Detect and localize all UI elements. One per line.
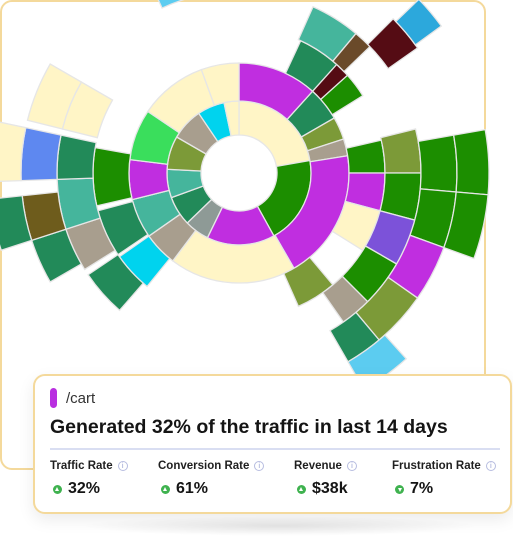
sunburst-segment-r3-2[interactable] (379, 128, 422, 174)
metric-value: 7% (410, 480, 434, 497)
sunburst-segment-r4-8[interactable] (20, 126, 62, 182)
trend-up-icon (161, 484, 170, 494)
sunburst-segment-r3-7[interactable] (87, 253, 145, 312)
metric-value: 32% (68, 480, 101, 497)
sunburst-segment-r3-1[interactable] (331, 32, 371, 73)
sunburst-segment-r5-5[interactable] (0, 121, 27, 182)
card-shadow (80, 516, 480, 536)
sunburst-segment-r1-11[interactable] (200, 62, 240, 107)
info-circle-icon[interactable]: i (346, 461, 357, 471)
sunburst-segment-r5-0[interactable] (394, 0, 443, 46)
divider (50, 448, 500, 450)
info-circle-icon[interactable]: i (485, 461, 496, 471)
page-color-swatch (50, 388, 57, 408)
metric-label: Frustration Rate (392, 460, 481, 472)
info-circle-icon[interactable]: i (117, 461, 128, 471)
sunburst-segment-r5-2[interactable] (443, 191, 489, 260)
sunburst-segment-r4-10[interactable] (147, 0, 208, 9)
info-circle-icon[interactable]: i (254, 461, 265, 471)
sunburst-segments[interactable] (0, 0, 490, 391)
metric-traffic-rate: Traffic Rate i 32% (50, 460, 128, 498)
sunburst-segment-r5-1[interactable] (452, 128, 490, 196)
sunburst-segment-r3-10[interactable] (56, 134, 97, 181)
sunburst-segment-r2-9[interactable] (92, 146, 133, 207)
metric-label: Traffic Rate (50, 460, 113, 472)
sunburst-segment-r5-4[interactable] (0, 195, 33, 252)
sunburst-segment-r4-9[interactable] (26, 63, 83, 130)
trend-down-icon (395, 484, 404, 494)
metric-value: $38k (312, 480, 348, 497)
summary-headline: Generated 32% of the traffic in last 14 … (50, 416, 448, 438)
trend-up-icon (53, 484, 62, 494)
sunburst-segment-r2-2[interactable] (319, 74, 364, 116)
metric-value: 61% (176, 480, 209, 497)
metric-label: Conversion Rate (158, 460, 250, 472)
page-row: /cart (50, 388, 95, 408)
page-path: /cart (66, 389, 96, 407)
trend-up-icon (297, 484, 306, 494)
sunburst-segment-r2-3[interactable] (345, 139, 386, 174)
metric-label: Revenue (294, 460, 342, 472)
metric-frustration-rate: Frustration Rate i 7% (392, 460, 496, 498)
metrics-row: Traffic Rate i 32% Conversion Rate i 61%… (50, 460, 505, 504)
metric-revenue: Revenue i $38k (294, 460, 357, 498)
page-summary-card: /cart Generated 32% of the traffic in la… (33, 374, 512, 514)
metric-conversion-rate: Conversion Rate i 61% (158, 460, 265, 498)
sunburst-segment-r4-1[interactable] (417, 134, 458, 193)
